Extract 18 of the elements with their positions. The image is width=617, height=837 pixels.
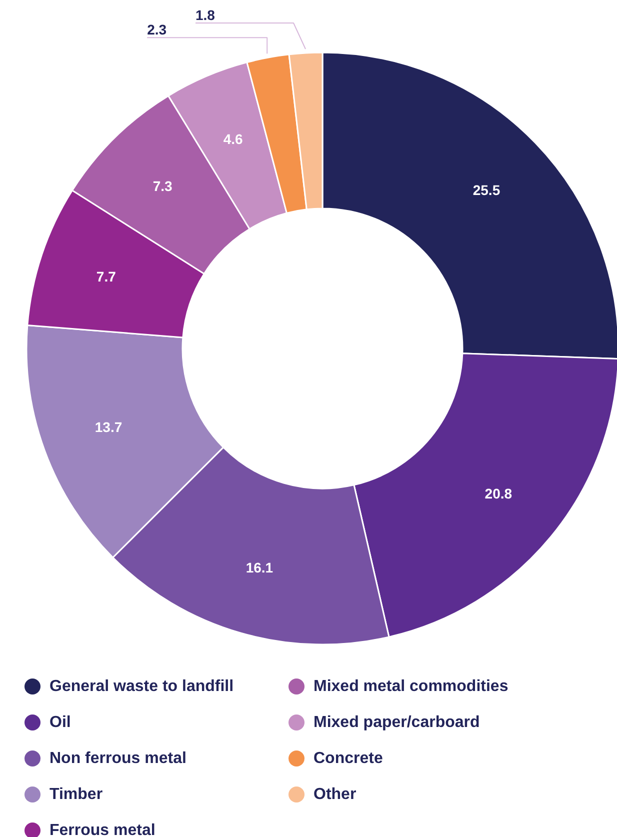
- legend-label: Mixed paper/carboard: [314, 714, 480, 731]
- data-label: 2.3: [147, 22, 167, 38]
- data-label: 7.7: [96, 268, 116, 285]
- legend-label: Oil: [50, 714, 71, 731]
- legend-label: General waste to landfill: [50, 678, 234, 695]
- data-label: 25.5: [472, 182, 500, 198]
- data-label: 20.8: [484, 486, 512, 502]
- data-label: 13.7: [94, 419, 122, 436]
- data-label: 1.8: [196, 6, 216, 23]
- legend-label: Concrete: [314, 750, 383, 767]
- legend-label: Mixed metal commodities: [314, 678, 508, 695]
- data-label: 4.6: [223, 130, 244, 147]
- legend-label: Timber: [50, 786, 103, 803]
- data-label: 7.3: [152, 178, 172, 194]
- legend-label: Ferrous metal: [50, 822, 156, 837]
- legend-label: Other: [314, 786, 356, 803]
- legend-label: Non ferrous metal: [50, 750, 186, 767]
- data-label: 16.1: [246, 560, 274, 576]
